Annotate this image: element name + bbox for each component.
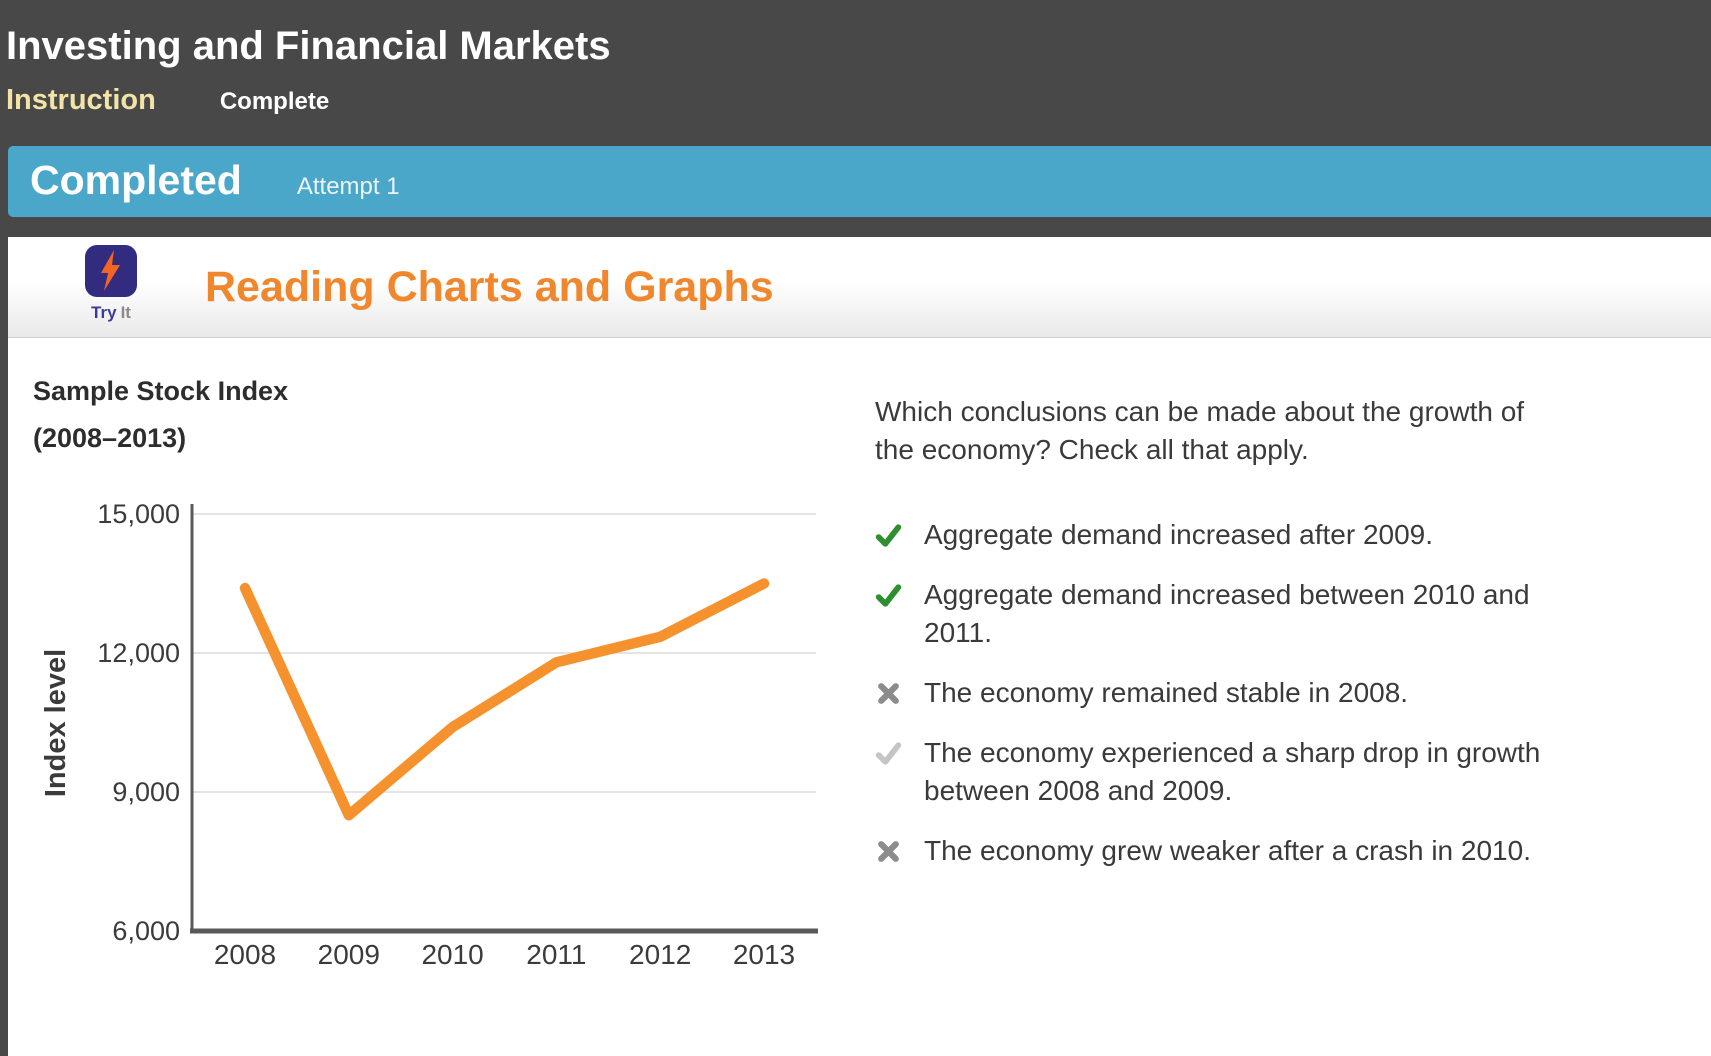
chart-title-block: Sample Stock Index (2008–2013) bbox=[33, 368, 288, 462]
y-tick-label: 15,000 bbox=[97, 499, 180, 529]
answer-option[interactable]: Aggregate demand increased after 2009. bbox=[875, 516, 1665, 554]
answer-option[interactable]: The economy remained stable in 2008. bbox=[875, 674, 1665, 712]
x-icon bbox=[878, 841, 899, 862]
lesson-header: Investing and Financial Markets Instruct… bbox=[0, 0, 1711, 146]
stock-chart: 6,000 9,000 12,000 15,000 Index level 2008 200… bbox=[40, 499, 818, 970]
answer-option[interactable]: Aggregate demand increased between 2010 … bbox=[875, 576, 1665, 652]
x-tick-label: 2011 bbox=[526, 939, 586, 970]
x-tick-label: 2010 bbox=[421, 939, 483, 970]
answer-option-text: The economy grew weaker after a crash in… bbox=[924, 835, 1531, 866]
content-panel: Try It Reading Charts and Graphs Sample S… bbox=[8, 237, 1711, 1056]
y-tick-label: 9,000 bbox=[112, 777, 180, 807]
check-icon bbox=[875, 584, 902, 607]
tab-instruction[interactable]: Instruction bbox=[6, 84, 156, 116]
answer-option[interactable]: The economy experienced a sharp drop in … bbox=[875, 734, 1665, 810]
answer-option-text: The economy experienced a sharp drop in … bbox=[924, 737, 1541, 806]
check-icon bbox=[875, 742, 902, 765]
answer-option-text: Aggregate demand increased after 2009. bbox=[924, 519, 1434, 550]
x-tick-label: 2013 bbox=[733, 939, 795, 970]
answer-option[interactable]: The economy grew weaker after a crash in… bbox=[875, 832, 1665, 870]
page-title: Investing and Financial Markets bbox=[6, 24, 611, 68]
tryit-badge: Try It bbox=[63, 244, 159, 323]
answer-option-text: Aggregate demand increased between 2010 … bbox=[924, 579, 1530, 648]
check-icon bbox=[875, 524, 902, 547]
main-area: Sample Stock Index (2008–2013) 6,000 9,00… bbox=[8, 338, 1711, 1056]
y-axis-title: Index level bbox=[40, 649, 72, 797]
x-icon bbox=[878, 683, 899, 704]
chart-title: Sample Stock Index bbox=[33, 376, 289, 406]
x-tick-label: 2008 bbox=[214, 939, 276, 970]
x-tick-label: 2009 bbox=[318, 939, 380, 970]
tryit-icon bbox=[85, 245, 137, 297]
tab-complete[interactable]: Complete bbox=[219, 88, 330, 115]
y-tick-label: 12,000 bbox=[97, 638, 180, 668]
lightning-bolt-icon bbox=[101, 250, 120, 291]
y-tick-label: 6,000 bbox=[112, 916, 180, 946]
attempt-label: Attempt 1 bbox=[296, 173, 400, 200]
activity-band: Try It Reading Charts and Graphs bbox=[8, 237, 1711, 338]
chart-subtitle: (2008–2013) bbox=[33, 423, 187, 453]
answer-option-text: The economy remained stable in 2008. bbox=[924, 677, 1409, 708]
question-prompt: Which conclusions can be made about the … bbox=[875, 396, 1525, 465]
chart-line bbox=[239, 578, 770, 821]
tab-bar: Instruction Complete bbox=[0, 84, 1711, 117]
question-section: Which conclusions can be made about the … bbox=[875, 393, 1665, 892]
tryit-label: Try It bbox=[91, 303, 131, 322]
status-bar: Completed Attempt 1 bbox=[8, 146, 1711, 217]
x-tick-label: 2012 bbox=[629, 939, 691, 970]
activity-heading: Reading Charts and Graphs bbox=[205, 262, 774, 311]
answer-options: Aggregate demand increased after 2009. Ag… bbox=[875, 516, 1665, 870]
status-title: Completed bbox=[30, 157, 242, 203]
